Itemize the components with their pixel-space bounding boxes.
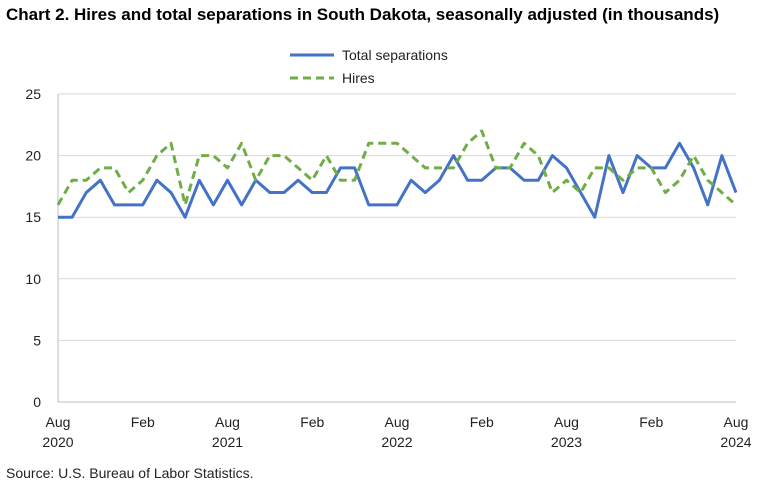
x-tick-label: Feb bbox=[470, 414, 494, 430]
x-tick-label: Feb bbox=[639, 414, 663, 430]
x-tick-label: Feb bbox=[131, 414, 155, 430]
x-tick-year-label: 2022 bbox=[381, 434, 412, 450]
x-tick-label: Aug bbox=[215, 414, 240, 430]
x-tick-label: Feb bbox=[300, 414, 324, 430]
legend-label-total-separations: Total separations bbox=[342, 47, 448, 63]
y-tick-label: 25 bbox=[25, 86, 41, 102]
legend-label-hires: Hires bbox=[342, 70, 375, 86]
x-tick-label: Aug bbox=[385, 414, 410, 430]
y-tick-label: 10 bbox=[25, 271, 41, 287]
series-line-hires bbox=[56, 129, 737, 207]
x-tick-label: Aug bbox=[554, 414, 579, 430]
y-tick-label: 0 bbox=[33, 394, 41, 410]
source-note: Source: U.S. Bureau of Labor Statistics. bbox=[6, 465, 254, 481]
x-tick-year-label: 2021 bbox=[212, 434, 243, 450]
y-tick-label: 5 bbox=[33, 332, 41, 348]
series-line-total-separations bbox=[58, 141, 738, 219]
y-tick-label: 15 bbox=[25, 209, 41, 225]
x-tick-year-label: 2020 bbox=[42, 434, 73, 450]
y-tick-label: 20 bbox=[25, 148, 41, 164]
x-tick-label: Aug bbox=[724, 414, 749, 430]
x-tick-year-label: 2024 bbox=[720, 434, 751, 450]
x-tick-year-label: 2023 bbox=[551, 434, 582, 450]
x-tick-label: Aug bbox=[46, 414, 71, 430]
chart-title: Chart 2. Hires and total separations in … bbox=[6, 5, 720, 24]
